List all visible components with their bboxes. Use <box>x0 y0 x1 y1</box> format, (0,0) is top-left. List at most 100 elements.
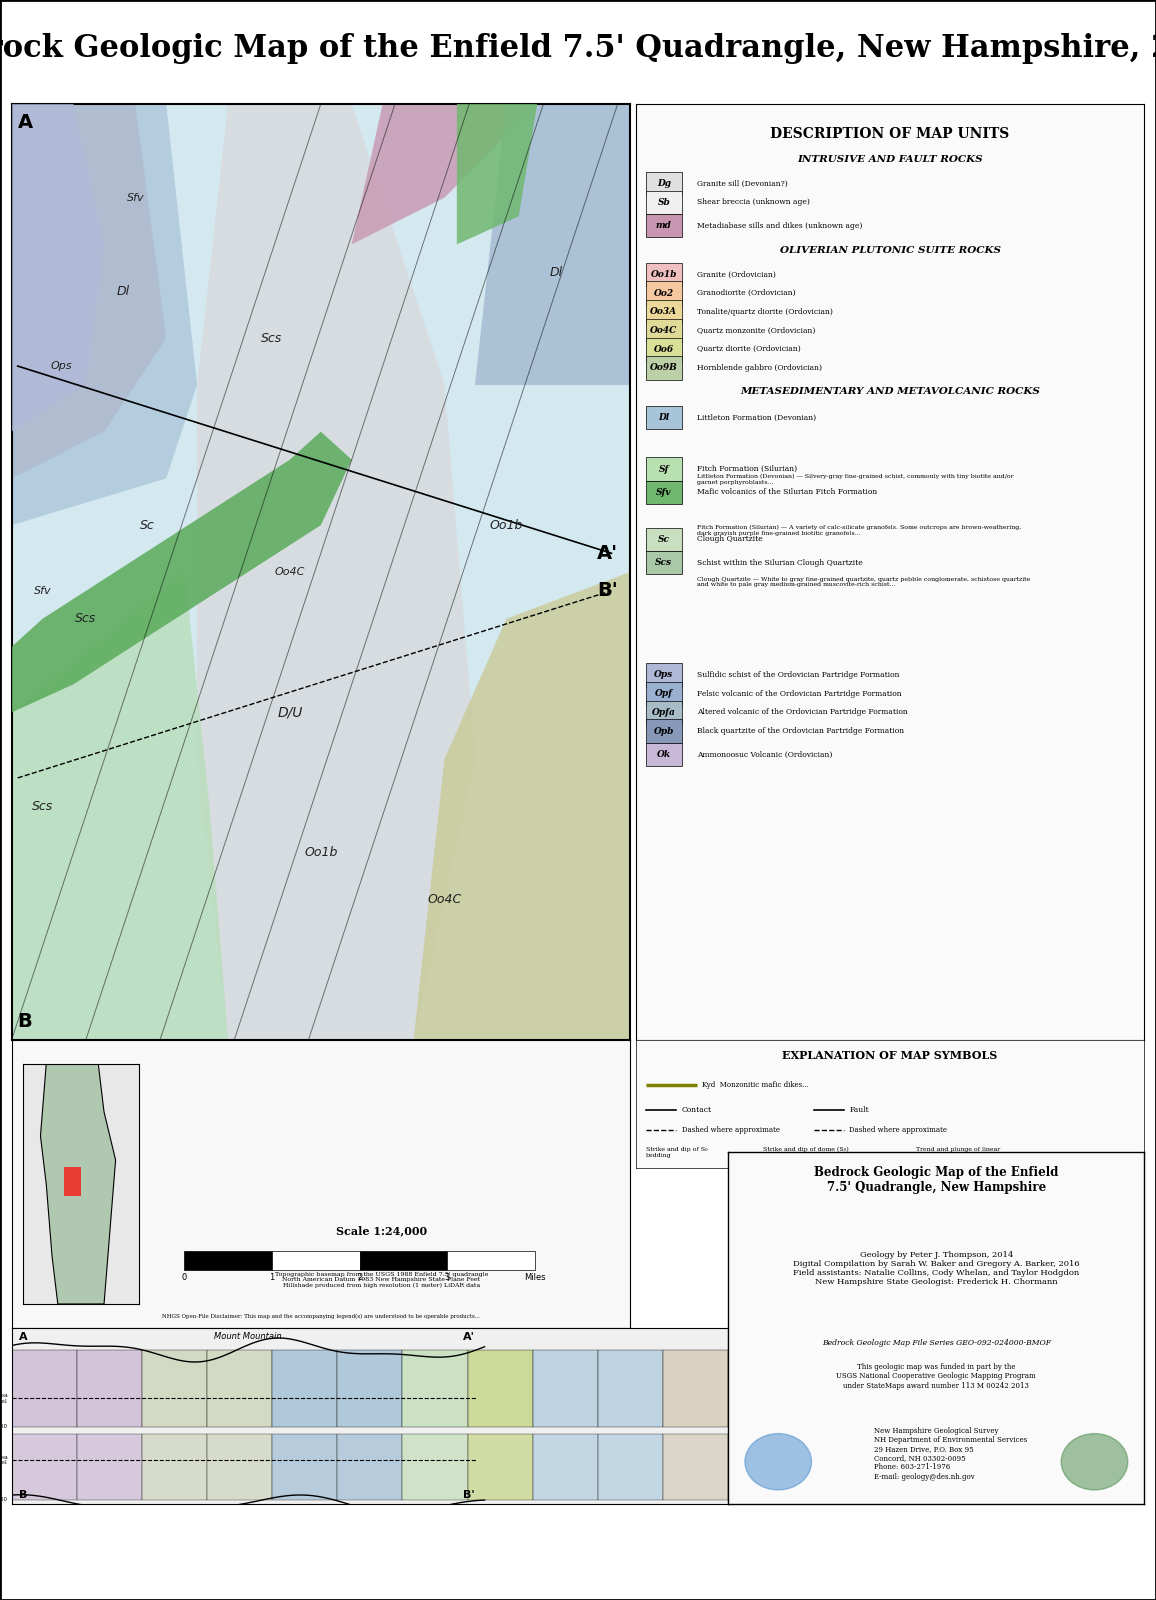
Bar <box>646 742 682 766</box>
Text: B': B' <box>596 581 617 600</box>
Text: Scs: Scs <box>261 331 282 344</box>
Bar <box>338 1350 402 1427</box>
Text: Dashed where approximate: Dashed where approximate <box>682 1126 779 1133</box>
Text: Hornblende gabbro (Ordovician): Hornblende gabbro (Ordovician) <box>697 363 822 371</box>
Text: Tonalite/quartz diorite (Ordovician): Tonalite/quartz diorite (Ordovician) <box>697 307 832 315</box>
Text: Sb: Sb <box>658 198 670 206</box>
Text: METASEDIMENTARY AND METAVOLCANIC ROCKS: METASEDIMENTARY AND METAVOLCANIC ROCKS <box>740 387 1040 395</box>
Bar <box>646 720 682 742</box>
Text: Fitch Formation (Silurian) — A variety of calc-silicate granofels. Some outcrops: Fitch Formation (Silurian) — A variety o… <box>697 525 1021 536</box>
Bar <box>468 1350 533 1427</box>
Bar <box>646 262 682 286</box>
Bar <box>598 1350 664 1427</box>
Bar <box>76 1350 142 1427</box>
Text: Opf: Opf <box>654 690 673 698</box>
Bar <box>646 282 682 304</box>
Text: Oo4C: Oo4C <box>650 326 677 334</box>
Text: Trend and plunge of linear
features: Trend and plunge of linear features <box>916 1147 1000 1158</box>
Circle shape <box>744 1434 812 1490</box>
Text: Clough Quartzite: Clough Quartzite <box>697 536 763 544</box>
Bar <box>402 1350 468 1427</box>
Text: A: A <box>17 114 32 133</box>
Text: Sea
Level: Sea Level <box>0 1394 8 1403</box>
Text: Sfv: Sfv <box>34 586 51 595</box>
Text: B: B <box>17 1011 32 1030</box>
Text: B: B <box>18 1490 27 1499</box>
Text: Dl: Dl <box>117 285 129 298</box>
Bar <box>142 1434 207 1499</box>
Text: Littleton Formation (Devonian): Littleton Formation (Devonian) <box>697 413 816 421</box>
Text: Scale 1:24,000: Scale 1:24,000 <box>336 1226 427 1237</box>
Text: Oo3A: Oo3A <box>650 307 677 317</box>
Text: NHGS Open-File Disclaimer: This map and the accompanying legend(s) are understoo: NHGS Open-File Disclaimer: This map and … <box>162 1314 480 1318</box>
Text: Schist within the Silurian Clough Quartzite: Schist within the Silurian Clough Quartz… <box>697 558 862 566</box>
Text: Sulfidic schist of the Ordovician Partridge Formation: Sulfidic schist of the Ordovician Partri… <box>697 670 899 678</box>
Text: Quartz monzonite (Ordovician): Quartz monzonite (Ordovician) <box>697 326 815 334</box>
Text: Metadiabase sills and dikes (unknown age): Metadiabase sills and dikes (unknown age… <box>697 222 862 230</box>
Text: Topographic basemap from the USGS 1988 Enfield 7.5' quadrangle
North American Da: Topographic basemap from the USGS 1988 E… <box>275 1272 488 1288</box>
Bar <box>646 682 682 706</box>
Text: Felsic volcanic of the Ordovician Partridge Formation: Felsic volcanic of the Ordovician Partri… <box>697 690 902 698</box>
Bar <box>272 1251 360 1270</box>
Text: Ammonoosuc Volcanic (Ordovician): Ammonoosuc Volcanic (Ordovician) <box>697 750 832 758</box>
Bar <box>12 1350 76 1427</box>
Text: Oo6: Oo6 <box>653 344 674 354</box>
Bar <box>646 214 682 237</box>
Text: A': A' <box>596 544 617 563</box>
Polygon shape <box>198 104 475 1040</box>
Text: 1: 1 <box>269 1274 274 1282</box>
Text: Black quartzite of the Ordovician Partridge Formation: Black quartzite of the Ordovician Partri… <box>697 726 904 734</box>
Text: OLIVERIAN PLUTONIC SUITE ROCKS: OLIVERIAN PLUTONIC SUITE ROCKS <box>779 246 1001 256</box>
Text: 3: 3 <box>445 1274 450 1282</box>
Bar <box>533 1434 598 1499</box>
Bar <box>646 190 682 214</box>
Bar <box>142 1350 207 1427</box>
Text: Ops: Ops <box>50 362 72 371</box>
Text: D/U: D/U <box>277 706 303 720</box>
Text: This geologic map was funded in part by the
USGS National Cooperative Geologic M: This geologic map was funded in part by … <box>837 1363 1036 1389</box>
Text: Granodiorite (Ordovician): Granodiorite (Ordovician) <box>697 290 795 298</box>
Text: Opb: Opb <box>653 726 674 736</box>
Text: Bedrock Geologic Map File Series GEO-092-024000-BMOF: Bedrock Geologic Map File Series GEO-092… <box>822 1339 1051 1347</box>
Bar <box>646 550 682 574</box>
Text: Sfv: Sfv <box>655 488 672 498</box>
Polygon shape <box>457 104 538 245</box>
Polygon shape <box>12 104 104 432</box>
Text: -2000: -2000 <box>0 1498 8 1502</box>
Text: EXPLANATION OF MAP SYMBOLS: EXPLANATION OF MAP SYMBOLS <box>783 1050 998 1061</box>
Text: Oo4C: Oo4C <box>275 566 305 578</box>
Polygon shape <box>351 104 538 245</box>
Bar <box>646 357 682 379</box>
Bar <box>646 528 682 550</box>
Bar <box>646 318 682 342</box>
Text: Strike and dip of S₀
bedding: Strike and dip of S₀ bedding <box>646 1147 707 1158</box>
Text: Kyd  Monzonitic mafic dikes...: Kyd Monzonitic mafic dikes... <box>702 1082 809 1088</box>
Bar <box>598 1434 664 1499</box>
Text: B': B' <box>464 1490 475 1499</box>
Text: Clough Quartzite — White to gray fine-grained quartzite, quartz pebble conglomer: Clough Quartzite — White to gray fine-gr… <box>697 576 1030 587</box>
Bar <box>664 1434 728 1499</box>
Text: INTRUSIVE AND FAULT ROCKS: INTRUSIVE AND FAULT ROCKS <box>798 155 983 165</box>
Text: Littleton Formation (Devonian) — Silvery-gray fine-grained schist, commonly with: Littleton Formation (Devonian) — Silvery… <box>697 474 1014 485</box>
Bar <box>646 171 682 195</box>
Bar <box>646 701 682 725</box>
Text: md: md <box>655 221 672 230</box>
Bar <box>646 406 682 429</box>
Polygon shape <box>12 104 198 525</box>
Text: A: A <box>18 1333 28 1342</box>
Text: Fitch Formation (Silurian): Fitch Formation (Silurian) <box>697 466 796 474</box>
Bar <box>447 1251 535 1270</box>
Text: Dl: Dl <box>658 413 669 422</box>
Bar <box>533 1350 598 1427</box>
Bar <box>272 1350 338 1427</box>
Bar <box>664 1350 728 1427</box>
Text: Oo1b: Oo1b <box>490 518 523 531</box>
Polygon shape <box>12 104 166 478</box>
Text: Oo2: Oo2 <box>653 288 674 298</box>
Bar <box>468 1434 533 1499</box>
Text: Ok: Ok <box>657 750 670 758</box>
Bar <box>207 1434 272 1499</box>
Polygon shape <box>12 432 351 712</box>
Text: Oo1b: Oo1b <box>651 270 677 278</box>
Text: Shear breccia (unknown age): Shear breccia (unknown age) <box>697 198 809 206</box>
